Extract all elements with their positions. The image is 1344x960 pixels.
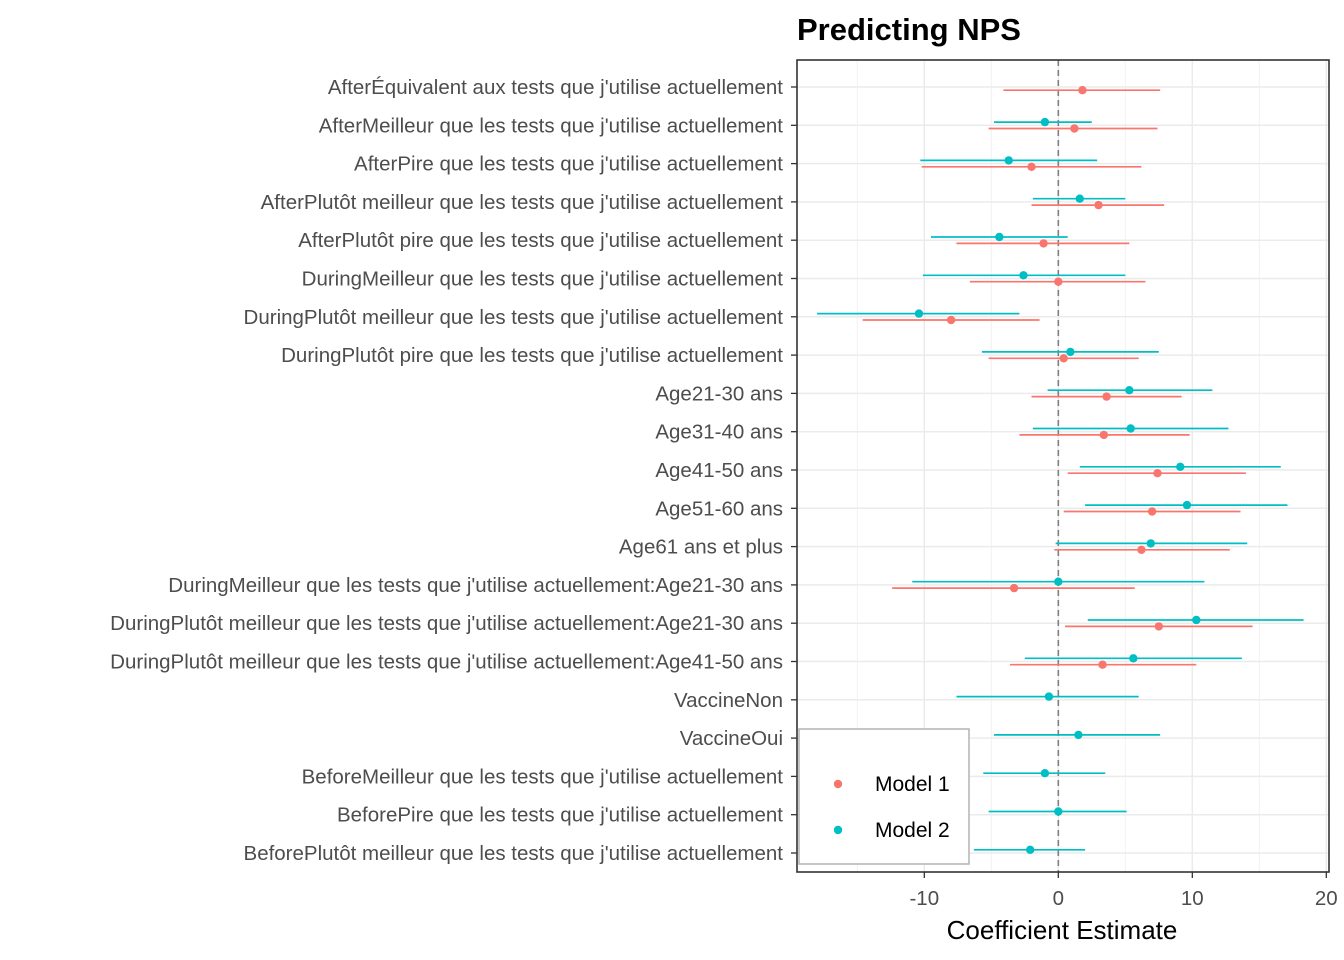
point-model-1 bbox=[1059, 354, 1068, 363]
y-tick-label: BeforePlutôt meilleur que les tests que … bbox=[244, 842, 784, 865]
point-model-2 bbox=[1004, 156, 1013, 165]
data-marks bbox=[817, 86, 1304, 854]
y-tick-label: VaccineOui bbox=[680, 727, 783, 750]
y-tick-label: AfterPlutôt pire que les tests que j'uti… bbox=[298, 229, 783, 252]
legend-label: Model 2 bbox=[875, 819, 950, 842]
y-tick-label: AfterMeilleur que les tests que j'utilis… bbox=[319, 114, 784, 137]
point-model-1 bbox=[1098, 660, 1107, 669]
series-model-1 bbox=[862, 86, 1253, 669]
legend-key bbox=[833, 825, 843, 835]
panel-border bbox=[796, 59, 1330, 873]
y-tick-label: BeforePire que les tests que j'utilise a… bbox=[337, 804, 783, 827]
chart-title: Predicting NPS bbox=[797, 12, 1021, 47]
y-tick-label: Age51-60 ans bbox=[655, 497, 783, 520]
x-tick-label: 0 bbox=[1053, 887, 1064, 910]
y-tick-label: DuringMeilleur que les tests que j'utili… bbox=[168, 574, 783, 597]
point-model-2 bbox=[1125, 386, 1134, 395]
y-tick-label: DuringPlutôt meilleur que les tests que … bbox=[110, 612, 783, 635]
point-model-2 bbox=[1129, 654, 1138, 663]
point-model-2 bbox=[914, 309, 924, 318]
point-model-1 bbox=[1137, 545, 1146, 554]
point-model-1 bbox=[1054, 277, 1063, 286]
point-model-1 bbox=[946, 315, 956, 325]
y-tick-label: DuringPlutôt meilleur que les tests que … bbox=[110, 651, 783, 674]
y-axis: AfterÉquivalent aux tests que j'utilise … bbox=[110, 76, 797, 865]
y-tick-label: Age41-50 ans bbox=[655, 459, 783, 482]
x-axis: -10 0 10 20 bbox=[909, 872, 1338, 910]
series-model-2 bbox=[817, 117, 1304, 854]
point-model-2 bbox=[1066, 347, 1075, 357]
legend-box bbox=[798, 728, 970, 865]
y-tick-label: VaccineNon bbox=[674, 689, 783, 712]
point-model-2 bbox=[1146, 539, 1155, 548]
point-model-1 bbox=[1147, 507, 1157, 516]
y-tick-label: DuringMeilleur que les tests que j'utili… bbox=[302, 268, 784, 291]
point-model-2 bbox=[1040, 769, 1050, 778]
y-tick-label: Age31-40 ans bbox=[655, 421, 783, 444]
point-model-1 bbox=[1094, 200, 1103, 210]
point-model-2 bbox=[1040, 117, 1050, 127]
point-model-1 bbox=[1078, 86, 1087, 95]
point-model-1 bbox=[1153, 469, 1162, 478]
point-model-1 bbox=[1039, 239, 1048, 248]
x-tick-label: -10 bbox=[909, 887, 939, 910]
legend-label: Model 1 bbox=[875, 773, 950, 796]
y-tick-label: BeforeMeilleur que les tests que j'utili… bbox=[302, 765, 784, 788]
point-model-2 bbox=[995, 232, 1004, 242]
point-model-2 bbox=[1054, 807, 1063, 816]
point-model-2 bbox=[1182, 500, 1192, 510]
point-model-2 bbox=[1074, 730, 1083, 740]
legend-key bbox=[833, 779, 843, 789]
y-tick-label: Age21-30 ans bbox=[655, 382, 783, 405]
point-model-1 bbox=[1099, 430, 1109, 440]
point-model-1 bbox=[1027, 162, 1036, 171]
point-model-2 bbox=[1126, 424, 1135, 433]
point-model-2 bbox=[1075, 194, 1084, 203]
y-tick-label: AfterPire que les tests que j'utilise ac… bbox=[354, 153, 783, 176]
point-model-1 bbox=[1070, 124, 1079, 133]
x-axis-label: Coefficient Estimate bbox=[947, 915, 1178, 945]
point-model-1 bbox=[1154, 622, 1164, 631]
point-model-2 bbox=[1192, 615, 1201, 625]
legend: Model 1 Model 2 bbox=[798, 728, 970, 865]
x-tick-label: 10 bbox=[1181, 887, 1204, 910]
y-tick-label: Age61 ans et plus bbox=[619, 536, 783, 559]
y-tick-label: AfterÉquivalent aux tests que j'utilise … bbox=[328, 76, 783, 99]
point-model-2 bbox=[1044, 692, 1054, 701]
x-tick-label: 20 bbox=[1315, 887, 1338, 910]
point-model-2 bbox=[1176, 462, 1185, 471]
y-tick-label: DuringPlutôt pire que les tests que j'ut… bbox=[281, 344, 783, 367]
point-model-1 bbox=[1009, 583, 1019, 593]
point-model-2 bbox=[1025, 845, 1035, 854]
point-model-2 bbox=[1019, 271, 1028, 280]
y-tick-label: AfterPlutôt meilleur que les tests que j… bbox=[261, 191, 784, 214]
point-model-1 bbox=[1102, 392, 1111, 401]
y-tick-label: DuringPlutôt meilleur que les tests que … bbox=[244, 306, 784, 329]
point-model-2 bbox=[1054, 577, 1063, 586]
